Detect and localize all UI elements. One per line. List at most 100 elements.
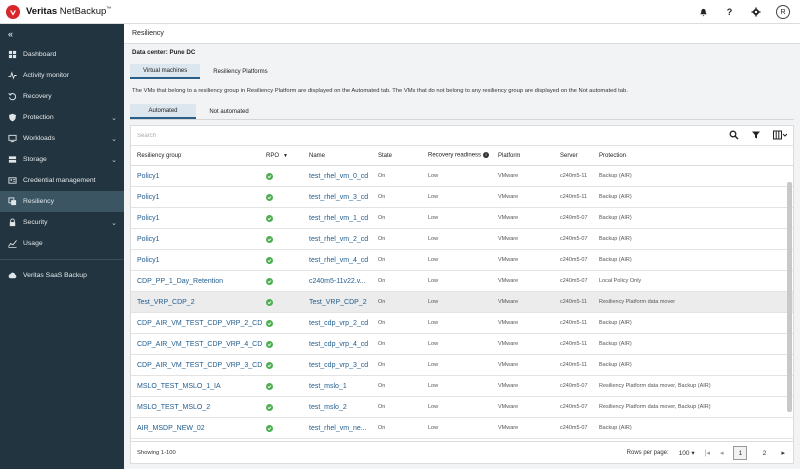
table-row[interactable]: AIR_MSDP_NEW_02 test_rhel_vm_ne... On Low VM…	[131, 418, 793, 439]
rows-per-page-select[interactable]: 100 ▾	[678, 450, 695, 457]
cell-name[interactable]: test_rhel_vm_1_cd	[309, 214, 369, 222]
cell-name[interactable]: test_rhel_vm_4_cd	[309, 256, 369, 264]
table-row[interactable]: MSLO_TEST_MSLO_1_IA test_mslo_1 On Low VMwar…	[131, 376, 793, 397]
top-bar: Veritas NetBackup™ ? R	[0, 0, 800, 24]
column-settings-icon[interactable]	[773, 130, 788, 142]
first-page-icon[interactable]: |◂	[704, 450, 710, 457]
chevron-down-icon[interactable]: ⌄	[111, 136, 117, 143]
bell-icon[interactable]	[698, 7, 709, 18]
cell-state: On	[378, 173, 386, 179]
cell-state: On	[378, 236, 386, 242]
col-rpo[interactable]: RPO ▼	[266, 152, 288, 159]
search-bar	[131, 126, 793, 146]
check-circle-icon	[266, 361, 273, 369]
cell-name[interactable]: Test_VRP_CDP_2	[309, 298, 367, 306]
tab-resiliency-platforms[interactable]: Resiliency Platforms	[213, 68, 268, 75]
cell-recovery-readiness: Low	[428, 383, 439, 389]
sidebar-item-storage[interactable]: Storage ⌄	[0, 149, 124, 170]
sidebar-item-credential-management[interactable]: Credential management	[0, 170, 124, 191]
table-row[interactable]: Policy1 test_rhel_vm_4_cd On Low VMware c240m…	[131, 250, 793, 271]
table-row[interactable]: Test_VRP_CDP_2 Test_VRP_CDP_2 On Low VMware c…	[131, 292, 793, 313]
cell-server: c240m5-11	[560, 173, 588, 179]
page-2-button[interactable]: 2	[762, 449, 767, 457]
rpo-cell	[266, 382, 273, 390]
cell-name[interactable]: test_rhel_vm_3_cd	[309, 193, 369, 201]
table-scrollbar[interactable]	[787, 182, 792, 412]
cell-resiliency-group[interactable]: CDP_AIR_VM_TEST_CDP_VRP_3_CD	[137, 361, 263, 369]
col-protection[interactable]: Protection	[599, 152, 627, 159]
sidebar-item-label: Protection	[23, 114, 54, 121]
prev-page-icon[interactable]: ◂	[719, 450, 724, 457]
avatar[interactable]: R	[776, 5, 790, 19]
cell-resiliency-group[interactable]: MSLO_TEST_MSLO_2	[137, 403, 211, 411]
tab-virtual-machines[interactable]: Virtual machines	[130, 64, 201, 79]
col-server[interactable]: Server	[560, 152, 578, 159]
col-recovery-readiness[interactable]: Recovery readiness i	[428, 152, 490, 159]
page-1-button[interactable]: 1	[733, 446, 748, 460]
cell-resiliency-group[interactable]: CDP_AIR_VM_TEST_CDP_VRP_4_CD	[137, 340, 263, 348]
cell-recovery-readiness: Low	[428, 236, 439, 242]
sidebar-item-usage[interactable]: Usage	[0, 233, 124, 254]
cell-resiliency-group[interactable]: Test_VRP_CDP_2	[137, 298, 195, 306]
cell-resiliency-group[interactable]: Policy1	[137, 172, 160, 180]
table-row[interactable]: CDP_AIR_VM_TEST_CDP_VRP_2_CD test_cdp_vrp…	[131, 313, 793, 334]
sidebar-item-workloads[interactable]: Workloads ⌄	[0, 128, 124, 149]
cell-name[interactable]: test_cdp_vrp_4_cd	[309, 340, 369, 348]
cell-name[interactable]: test_cdp_vrp_2_cd	[309, 319, 369, 327]
sidebar-item-dashboard[interactable]: Dashboard	[0, 44, 124, 65]
cell-server: c240m5-11	[560, 299, 588, 305]
table-row[interactable]: Policy1 test_rhel_vm_1_cd On Low VMware c240m…	[131, 208, 793, 229]
col-platform[interactable]: Platform	[498, 152, 521, 159]
datacenter-info: Data center: Pune DC	[132, 49, 196, 56]
rpo-cell	[266, 340, 273, 348]
cell-name[interactable]: c240m5-11v22.v...	[309, 277, 366, 285]
table-row[interactable]: Policy1 test_rhel_vm_3_cd On Low VMware c240m…	[131, 187, 793, 208]
table-row[interactable]: CDP_AIR_VM_TEST_CDP_VRP_4_CD test_cdp_vrp…	[131, 334, 793, 355]
cell-name[interactable]: test_rhel_vm_2_cd	[309, 235, 369, 243]
table-row[interactable]: CDP_AIR_VM_TEST_CDP_VRP_3_CD test_cdp_vrp…	[131, 355, 793, 376]
help-icon[interactable]: ?	[726, 7, 733, 17]
table-row[interactable]: MSLO_TEST_MSLO_2 test_mslo_2 On Low VMware c2…	[131, 397, 793, 418]
cell-resiliency-group[interactable]: Policy1	[137, 235, 160, 243]
sidebar-item-protection[interactable]: Protection ⌄	[0, 107, 124, 128]
cell-resiliency-group[interactable]: Policy1	[137, 256, 160, 264]
veritas-logo-icon[interactable]	[6, 4, 20, 19]
sidebar-item-activity-monitor[interactable]: Activity monitor	[0, 65, 124, 86]
cell-name[interactable]: test_mslo_1	[309, 382, 347, 390]
cell-name[interactable]: test_rhel_vm_ne...	[309, 424, 367, 432]
col-resiliency-group[interactable]: Resiliency group	[137, 152, 182, 159]
chevron-down-icon[interactable]: ⌄	[111, 115, 117, 122]
cell-resiliency-group[interactable]: CDP_PP_1_Day_Retention	[137, 277, 223, 285]
check-circle-icon	[266, 382, 273, 390]
cell-resiliency-group[interactable]: MSLO_TEST_MSLO_1_IA	[137, 382, 221, 390]
chevron-down-icon[interactable]: ⌄	[111, 220, 117, 227]
gear-icon[interactable]	[750, 7, 761, 18]
cell-resiliency-group[interactable]: Policy1	[137, 214, 160, 222]
sidebar-item-resiliency[interactable]: Resiliency	[0, 191, 124, 212]
cell-state: On	[378, 341, 386, 347]
filter-icon[interactable]	[751, 130, 761, 142]
sidebar-item-veritas-saas-backup[interactable]: Veritas SaaS Backup	[0, 265, 124, 286]
search-input[interactable]	[137, 132, 337, 139]
cell-resiliency-group[interactable]: CDP_AIR_VM_TEST_CDP_VRP_2_CD	[137, 319, 263, 327]
cell-state: On	[378, 278, 386, 284]
cell-name[interactable]: test_rhel_vm_0_cd	[309, 172, 369, 180]
collapse-sidebar-icon[interactable]: «	[8, 29, 14, 39]
next-page-icon[interactable]: ▸	[781, 450, 785, 457]
table-row[interactable]: Policy1 test_rhel_vm_0_cd On Low VMware c240m…	[131, 166, 793, 187]
cell-resiliency-group[interactable]: AIR_MSDP_NEW_02	[137, 424, 205, 432]
cell-name[interactable]: test_mslo_2	[309, 403, 347, 411]
table-row[interactable]: Policy1 test_rhel_vm_2_cd On Low VMware c240m…	[131, 229, 793, 250]
tab-not-automated[interactable]: Not automated	[209, 108, 249, 115]
sidebar-item-recovery[interactable]: Recovery	[0, 86, 124, 107]
chevron-down-icon[interactable]: ⌄	[111, 157, 117, 164]
col-name[interactable]: Name	[309, 152, 326, 159]
cell-resiliency-group[interactable]: Policy1	[137, 193, 160, 201]
table-row[interactable]: CDP_PP_1_Day_Retention c240m5-11v22.v... O…	[131, 271, 793, 292]
col-state[interactable]: State	[378, 152, 393, 159]
cell-recovery-readiness: Low	[428, 278, 439, 284]
search-icon[interactable]	[729, 130, 739, 142]
sidebar-item-security[interactable]: Security ⌄	[0, 212, 124, 233]
cell-name[interactable]: test_cdp_vrp_3_cd	[309, 361, 369, 369]
tab-automated[interactable]: Automated	[130, 104, 196, 119]
